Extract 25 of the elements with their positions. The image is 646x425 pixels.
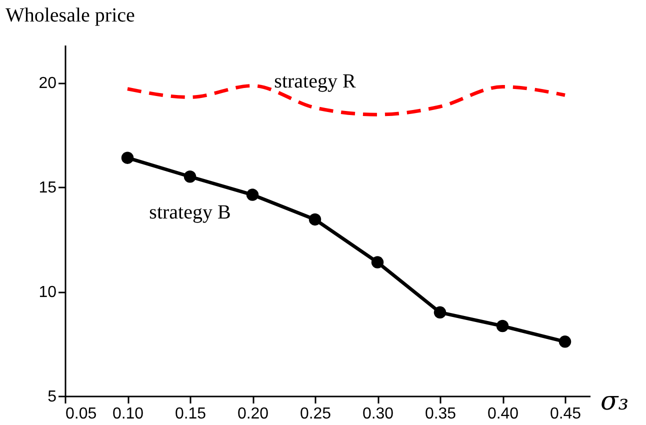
x-tick-label: 0.15 — [174, 406, 206, 422]
point — [184, 170, 196, 183]
y-tick-label: 5 — [48, 388, 57, 406]
point — [496, 320, 509, 332]
x-tick-label: 0.40 — [487, 406, 519, 422]
x-tick-label: 0.35 — [424, 406, 456, 422]
series-label: strategy R — [274, 70, 356, 93]
point — [308, 213, 322, 226]
point — [371, 256, 384, 268]
x-axis-title: σ₃ — [600, 386, 629, 416]
y-axis-title: Wholesale price — [6, 4, 135, 26]
point — [434, 306, 446, 319]
x-tick-label: 0.20 — [237, 406, 269, 422]
x-tick-label: 0.25 — [300, 406, 332, 422]
series-label: strategy B — [149, 202, 231, 224]
point — [558, 336, 572, 348]
x-tick-label: 0.05 — [66, 406, 97, 422]
y-tick-label: 15 — [38, 180, 57, 197]
y-tick-label: 10 — [38, 284, 57, 302]
point — [121, 152, 134, 164]
x-tick-label: 0.10 — [112, 406, 144, 422]
y-tick-label: 20 — [38, 75, 57, 92]
x-tick-label: 0.30 — [362, 406, 394, 422]
x-tick-label: 0.45 — [550, 406, 582, 422]
point — [246, 188, 259, 201]
